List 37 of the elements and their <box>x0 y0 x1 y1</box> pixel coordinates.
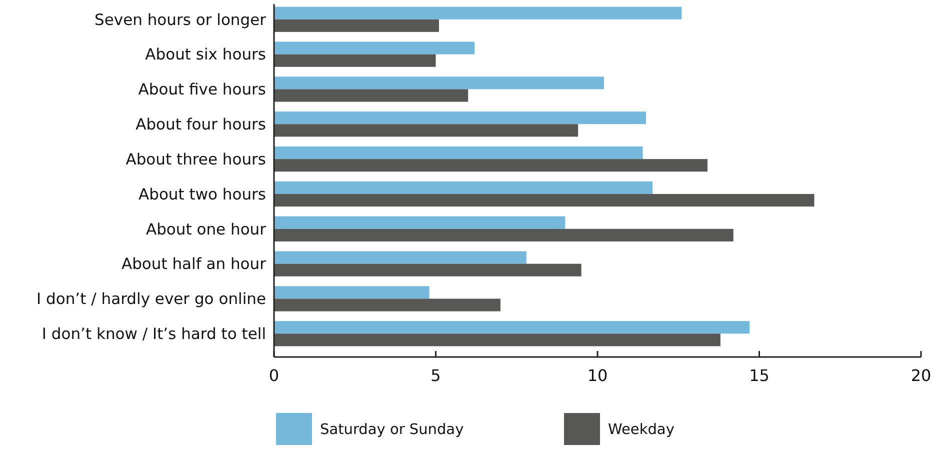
y-tick-label: I don’t know / It’s hard to tell <box>42 325 266 344</box>
bar <box>274 216 566 229</box>
legend-label: Saturday or Sunday <box>320 422 464 438</box>
legend-label: Weekday <box>608 422 675 438</box>
bar <box>274 159 708 172</box>
bar <box>274 124 578 137</box>
y-tick-label: About one hour <box>146 220 267 238</box>
bar <box>274 6 682 20</box>
y-tick-label: About two hours <box>138 185 266 204</box>
y-tick-label: About half an hour <box>121 255 267 274</box>
bar <box>274 112 646 124</box>
bar <box>274 334 720 346</box>
y-tick-label: Seven hours or longer <box>94 10 267 29</box>
y-tick-label: I don’t / hardly ever go online <box>36 290 266 308</box>
bar <box>274 286 430 299</box>
x-tick-label: 20 <box>910 366 932 385</box>
bar <box>274 264 582 276</box>
bar <box>274 19 439 32</box>
y-tick-label: About five hours <box>138 80 266 99</box>
bar <box>274 54 436 67</box>
bar <box>274 42 475 54</box>
x-tick-label: 5 <box>430 366 441 385</box>
bar <box>274 298 500 312</box>
bar <box>274 89 468 102</box>
bar <box>274 228 734 242</box>
bar <box>274 194 814 207</box>
x-tick-label: 0 <box>268 366 280 385</box>
bar <box>274 321 750 334</box>
y-tick-label: About six hours <box>145 46 266 64</box>
x-tick-label: 10 <box>587 366 608 385</box>
bar <box>274 181 652 194</box>
x-tick-label: 15 <box>749 366 770 385</box>
y-tick-label: About three hours <box>126 150 266 168</box>
bar <box>274 251 526 264</box>
bar <box>274 146 643 160</box>
bar <box>274 76 604 90</box>
y-tick-label: About four hours <box>136 116 266 134</box>
